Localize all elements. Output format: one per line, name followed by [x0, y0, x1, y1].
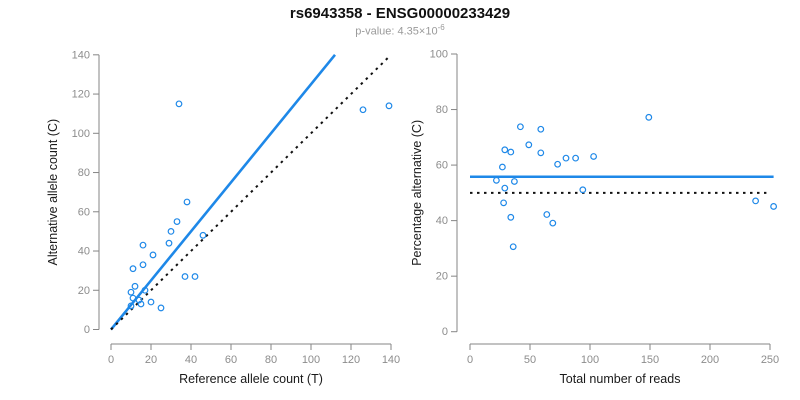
y-tick-label: 40: [78, 246, 90, 258]
data-point: [645, 113, 653, 121]
x-tick-label: 120: [342, 354, 360, 366]
y-tick-label: 100: [72, 128, 90, 140]
right-scatter-chart: 0 20 40 60 80 100 0 50 100 150 200 250 Total number …: [410, 49, 779, 387]
data-point: [137, 300, 145, 308]
figure-title: rs6943358 - ENSG00000233429: [289, 5, 511, 22]
data-point: [543, 211, 551, 218]
data-point: [590, 153, 598, 160]
x-tick-label: 250: [761, 354, 779, 366]
data-point: [562, 154, 570, 162]
data-point: [173, 218, 181, 225]
x-axis-title: Total number of reads: [560, 372, 681, 386]
x-tick-label: 100: [581, 354, 599, 366]
x-axis-title: Reference allele count (T): [179, 372, 323, 386]
data-point: [127, 288, 135, 296]
left-scatter-panel: 0 20 40 60 80 100 120 140 0 20 40 60 80 100 120 140 Refe…: [10, 40, 405, 400]
data-point: [507, 213, 515, 221]
data-point: [141, 286, 149, 294]
y-tick-label: 120: [72, 89, 90, 101]
data-point: [175, 100, 183, 108]
x-tick-label: 0: [108, 354, 114, 366]
x-tick-label: 40: [185, 354, 197, 366]
data-point: [149, 251, 157, 259]
data-point: [525, 141, 533, 149]
x-tick-label: 0: [467, 354, 473, 366]
data-point: [501, 146, 509, 154]
data-point: [165, 239, 173, 247]
data-point: [516, 123, 524, 131]
data-point: [752, 197, 760, 205]
data-point: [127, 302, 135, 310]
data-point: [139, 261, 147, 269]
pvalue-exponent: -6: [437, 23, 445, 32]
data-point: [507, 148, 515, 156]
data-point: [385, 102, 393, 110]
x-tick-label: 100: [302, 354, 320, 366]
y-tick-label: 0: [442, 326, 448, 338]
y-tick-label: 20: [78, 285, 90, 297]
pvalue-base: 4.35×10: [397, 25, 438, 38]
data-point: [498, 163, 506, 171]
pvalue-label: p-value:: [355, 25, 398, 38]
data-point: [199, 231, 207, 239]
x-tick-label: 20: [145, 354, 157, 366]
data-point: [537, 125, 545, 133]
data-point: [167, 227, 175, 235]
data-point: [572, 154, 580, 162]
x-tick-label: 60: [225, 354, 237, 366]
y-tick-label: 40: [436, 215, 448, 227]
left-scatter-chart: 0 20 40 60 80 100 120 140 0 20 40 60 80 100 120 140 Refe…: [46, 49, 400, 386]
right-scatter-panel: 0 20 40 60 80 100 0 50 100 150 200 250 Total number …: [410, 40, 798, 400]
data-point: [554, 160, 562, 168]
data-point: [157, 304, 165, 312]
data-point: [129, 294, 137, 302]
y-tick-label: 80: [78, 167, 90, 179]
x-tick-label: 200: [701, 354, 719, 366]
data-point: [181, 273, 189, 280]
x-tick-label: 50: [524, 354, 536, 366]
y-tick-label: 100: [430, 49, 448, 61]
y-tick-label: 60: [78, 206, 90, 218]
figure-subtitle: p-value: 4.35×10-6: [0, 23, 800, 38]
identity-line: [110, 56, 390, 331]
data-point: [147, 298, 155, 306]
data-point: [183, 198, 191, 206]
x-tick-label: 140: [382, 354, 400, 366]
y-tick-label: 0: [84, 324, 90, 336]
data-point: [492, 176, 500, 184]
y-axis-title: Percentage alternative (C): [410, 120, 424, 266]
data-point: [191, 273, 199, 280]
data-point: [579, 186, 587, 194]
data-point: [139, 241, 147, 249]
data-point: [510, 178, 518, 185]
data-point: [131, 282, 139, 290]
y-tick-label: 80: [436, 104, 448, 116]
data-point: [509, 243, 517, 251]
data-point: [501, 184, 509, 192]
y-tick-label: 140: [72, 49, 90, 61]
y-axis-title: Alternative allele count (C): [46, 119, 60, 266]
y-tick-label: 20: [436, 271, 448, 283]
data-point: [500, 199, 507, 207]
y-tick-label: 60: [436, 160, 448, 172]
data-point: [549, 219, 557, 227]
data-point: [770, 203, 778, 210]
fit-line: [109, 53, 337, 331]
data-point: [537, 149, 545, 157]
data-point: [359, 106, 367, 114]
data-point: [135, 296, 143, 304]
x-tick-label: 150: [641, 354, 659, 366]
x-tick-label: 80: [265, 354, 277, 366]
data-point: [129, 265, 137, 273]
